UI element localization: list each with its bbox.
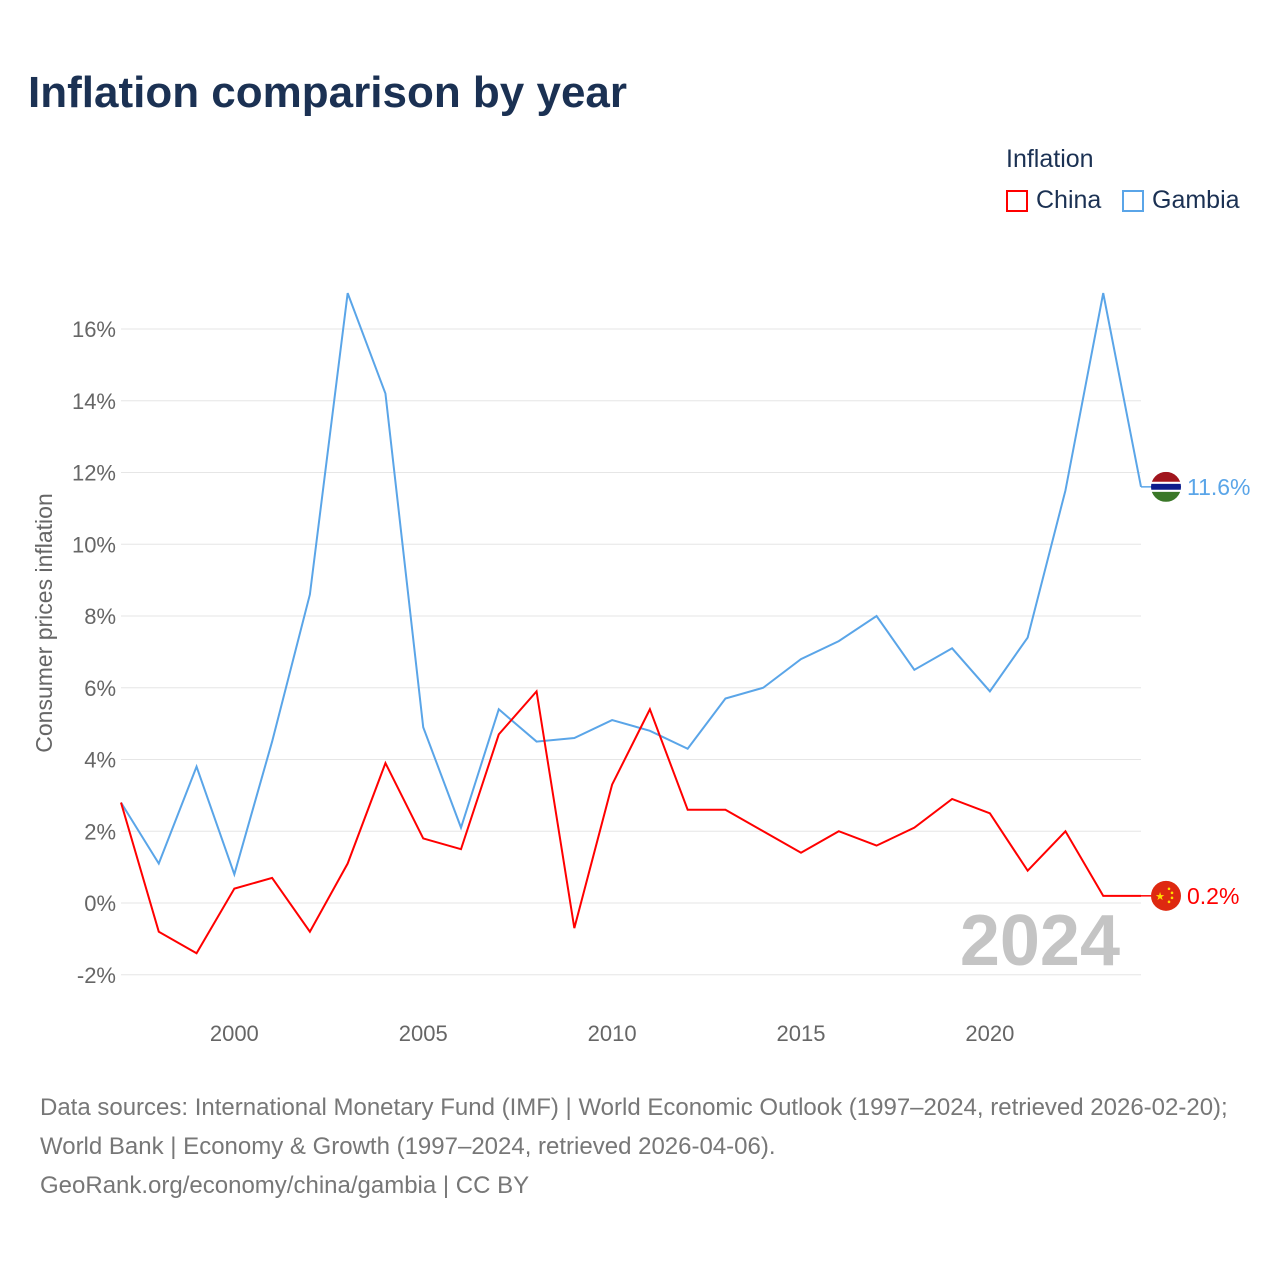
y-tick-label: 10% (72, 532, 116, 557)
legend-item-gambia[interactable]: Gambia (1122, 186, 1240, 215)
x-tick-label: 2015 (777, 1021, 826, 1046)
series-line-china (120, 689, 1141, 955)
line-chart: -2% 0% 2% 4% 6% 8% 10% 12% 14% 16% 2000 2005 2010 201… (31, 292, 1251, 1046)
y-tick-label: 16% (72, 317, 116, 342)
legend-item-china[interactable]: China (1006, 186, 1101, 215)
year-watermark: 2024 (960, 901, 1120, 981)
source-text: Data sources: International Monetary Fun… (40, 1094, 1228, 1160)
y-tick-label: 14% (72, 389, 116, 414)
legend-title: Inflation (1006, 145, 1094, 173)
data-source-note: Data sources: International Monetary Fun… (40, 1088, 1250, 1205)
y-tick-label: 6% (84, 676, 116, 701)
end-value-label-gambia: 11.6% (1187, 474, 1251, 500)
y-tick-label: 4% (84, 748, 116, 773)
x-tick-label: 2020 (965, 1021, 1014, 1046)
china-flag-icon: ★ (1151, 880, 1181, 911)
chart-title: Inflation comparison by year (28, 68, 628, 117)
x-tick-label: 2000 (210, 1021, 259, 1046)
end-value-label-china: 0.2% (1187, 883, 1239, 909)
y-tick-label: 0% (84, 891, 116, 916)
legend-label-china: China (1036, 186, 1102, 214)
legend-swatch-china (1006, 189, 1028, 212)
y-tick-label: 12% (72, 461, 116, 486)
y-tick-label: 8% (84, 604, 116, 629)
x-tick-label: 2010 (588, 1021, 637, 1046)
y-axis-label: Consumer prices inflation (31, 493, 57, 753)
legend-label-gambia: Gambia (1152, 186, 1240, 214)
y-tick-label: -2% (77, 963, 116, 988)
legend-swatch-gambia (1122, 189, 1144, 212)
gambia-flag-icon (1151, 471, 1181, 502)
source-link[interactable]: GeoRank.org/economy/china/gambia | CC BY (40, 1172, 530, 1199)
x-tick-label: 2005 (399, 1021, 448, 1046)
svg-text:★: ★ (1155, 891, 1165, 903)
series-line-gambia (120, 292, 1142, 878)
y-tick-label: 2% (84, 819, 116, 844)
